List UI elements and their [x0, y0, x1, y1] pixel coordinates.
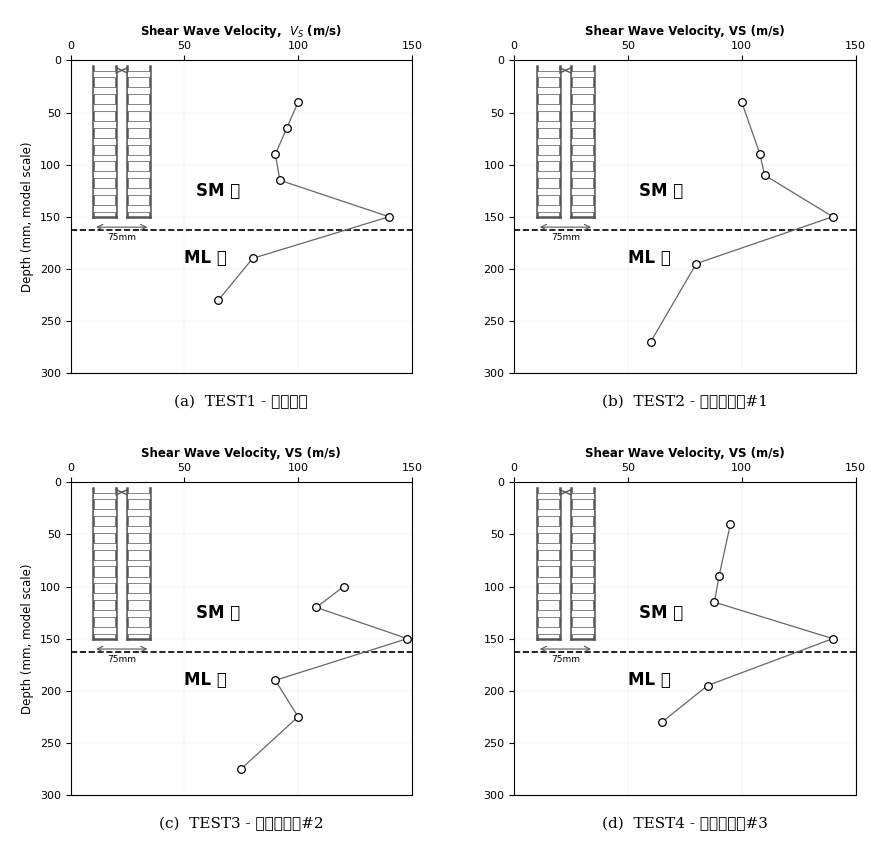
Bar: [127, 205, 150, 212]
Bar: [127, 510, 150, 516]
Bar: [572, 105, 594, 111]
Bar: [572, 205, 594, 212]
X-axis label: Shear Wave Velocity, VS (m/s): Shear Wave Velocity, VS (m/s): [585, 25, 785, 38]
Bar: [127, 627, 150, 633]
Text: ML 층: ML 층: [628, 250, 671, 267]
Bar: [127, 576, 150, 583]
Text: ML 층: ML 층: [628, 671, 671, 689]
Bar: [93, 576, 116, 583]
Bar: [537, 492, 560, 499]
Text: (d)  TEST4 - 트라이포드#3: (d) TEST4 - 트라이포드#3: [602, 816, 768, 831]
Bar: [127, 492, 150, 499]
Text: SM 층: SM 층: [196, 181, 240, 200]
Bar: [93, 105, 116, 111]
Bar: [572, 543, 594, 550]
Bar: [537, 576, 560, 583]
Bar: [537, 155, 560, 162]
Bar: [572, 627, 594, 633]
Text: ML 층: ML 층: [184, 671, 228, 689]
Y-axis label: Depth (mm, model scale): Depth (mm, model scale): [21, 142, 34, 292]
Bar: [93, 627, 116, 633]
Bar: [127, 71, 150, 78]
Bar: [93, 492, 116, 499]
Bar: [537, 510, 560, 516]
Bar: [93, 155, 116, 162]
X-axis label: Shear Wave Velocity, VS (m/s): Shear Wave Velocity, VS (m/s): [141, 447, 341, 461]
Bar: [93, 71, 116, 78]
Bar: [572, 510, 594, 516]
Bar: [127, 105, 150, 111]
Bar: [537, 171, 560, 178]
Bar: [537, 627, 560, 633]
Bar: [537, 87, 560, 94]
Bar: [572, 526, 594, 533]
Bar: [537, 560, 560, 567]
Bar: [537, 71, 560, 78]
Bar: [127, 87, 150, 94]
Text: (a)  TEST1 - 모노포드: (a) TEST1 - 모노포드: [175, 395, 308, 409]
Bar: [537, 543, 560, 550]
Text: 75mm: 75mm: [108, 233, 136, 243]
Bar: [93, 594, 116, 600]
Bar: [127, 171, 150, 178]
Bar: [537, 138, 560, 144]
Text: 75mm: 75mm: [108, 655, 136, 664]
Bar: [572, 155, 594, 162]
Bar: [537, 526, 560, 533]
X-axis label: Shear Wave Velocity,  $V_S$ (m/s): Shear Wave Velocity, $V_S$ (m/s): [140, 23, 342, 41]
Bar: [127, 121, 150, 128]
Bar: [572, 492, 594, 499]
Bar: [93, 121, 116, 128]
Text: 75mm: 75mm: [551, 655, 580, 664]
Text: (c)  TEST3 - 트라이포드#2: (c) TEST3 - 트라이포드#2: [159, 816, 324, 831]
Bar: [572, 138, 594, 144]
Text: SM 층: SM 층: [639, 181, 684, 200]
Bar: [537, 205, 560, 212]
Bar: [127, 526, 150, 533]
Bar: [572, 576, 594, 583]
Bar: [93, 188, 116, 195]
Bar: [572, 87, 594, 94]
Bar: [537, 610, 560, 617]
Bar: [93, 510, 116, 516]
Bar: [537, 105, 560, 111]
Y-axis label: Depth (mm, model scale): Depth (mm, model scale): [21, 563, 34, 714]
Text: 75mm: 75mm: [551, 233, 580, 243]
Bar: [127, 610, 150, 617]
X-axis label: Shear Wave Velocity, VS (m/s): Shear Wave Velocity, VS (m/s): [585, 447, 785, 461]
Text: SM 층: SM 층: [196, 604, 240, 621]
Bar: [537, 188, 560, 195]
Bar: [572, 560, 594, 567]
Bar: [93, 610, 116, 617]
Bar: [127, 560, 150, 567]
Bar: [127, 138, 150, 144]
Text: SM 층: SM 층: [639, 604, 684, 621]
Bar: [127, 543, 150, 550]
Bar: [572, 188, 594, 195]
Bar: [127, 188, 150, 195]
Bar: [93, 171, 116, 178]
Bar: [572, 594, 594, 600]
Bar: [537, 594, 560, 600]
Bar: [537, 121, 560, 128]
Bar: [93, 543, 116, 550]
Text: (b)  TEST2 - 트라이포드#1: (b) TEST2 - 트라이포드#1: [602, 395, 768, 409]
Bar: [572, 71, 594, 78]
Bar: [93, 560, 116, 567]
Bar: [127, 155, 150, 162]
Bar: [93, 205, 116, 212]
Text: ML 층: ML 층: [184, 250, 228, 267]
Bar: [93, 87, 116, 94]
Bar: [93, 526, 116, 533]
Bar: [572, 171, 594, 178]
Bar: [572, 610, 594, 617]
Bar: [127, 594, 150, 600]
Bar: [572, 121, 594, 128]
Bar: [93, 138, 116, 144]
